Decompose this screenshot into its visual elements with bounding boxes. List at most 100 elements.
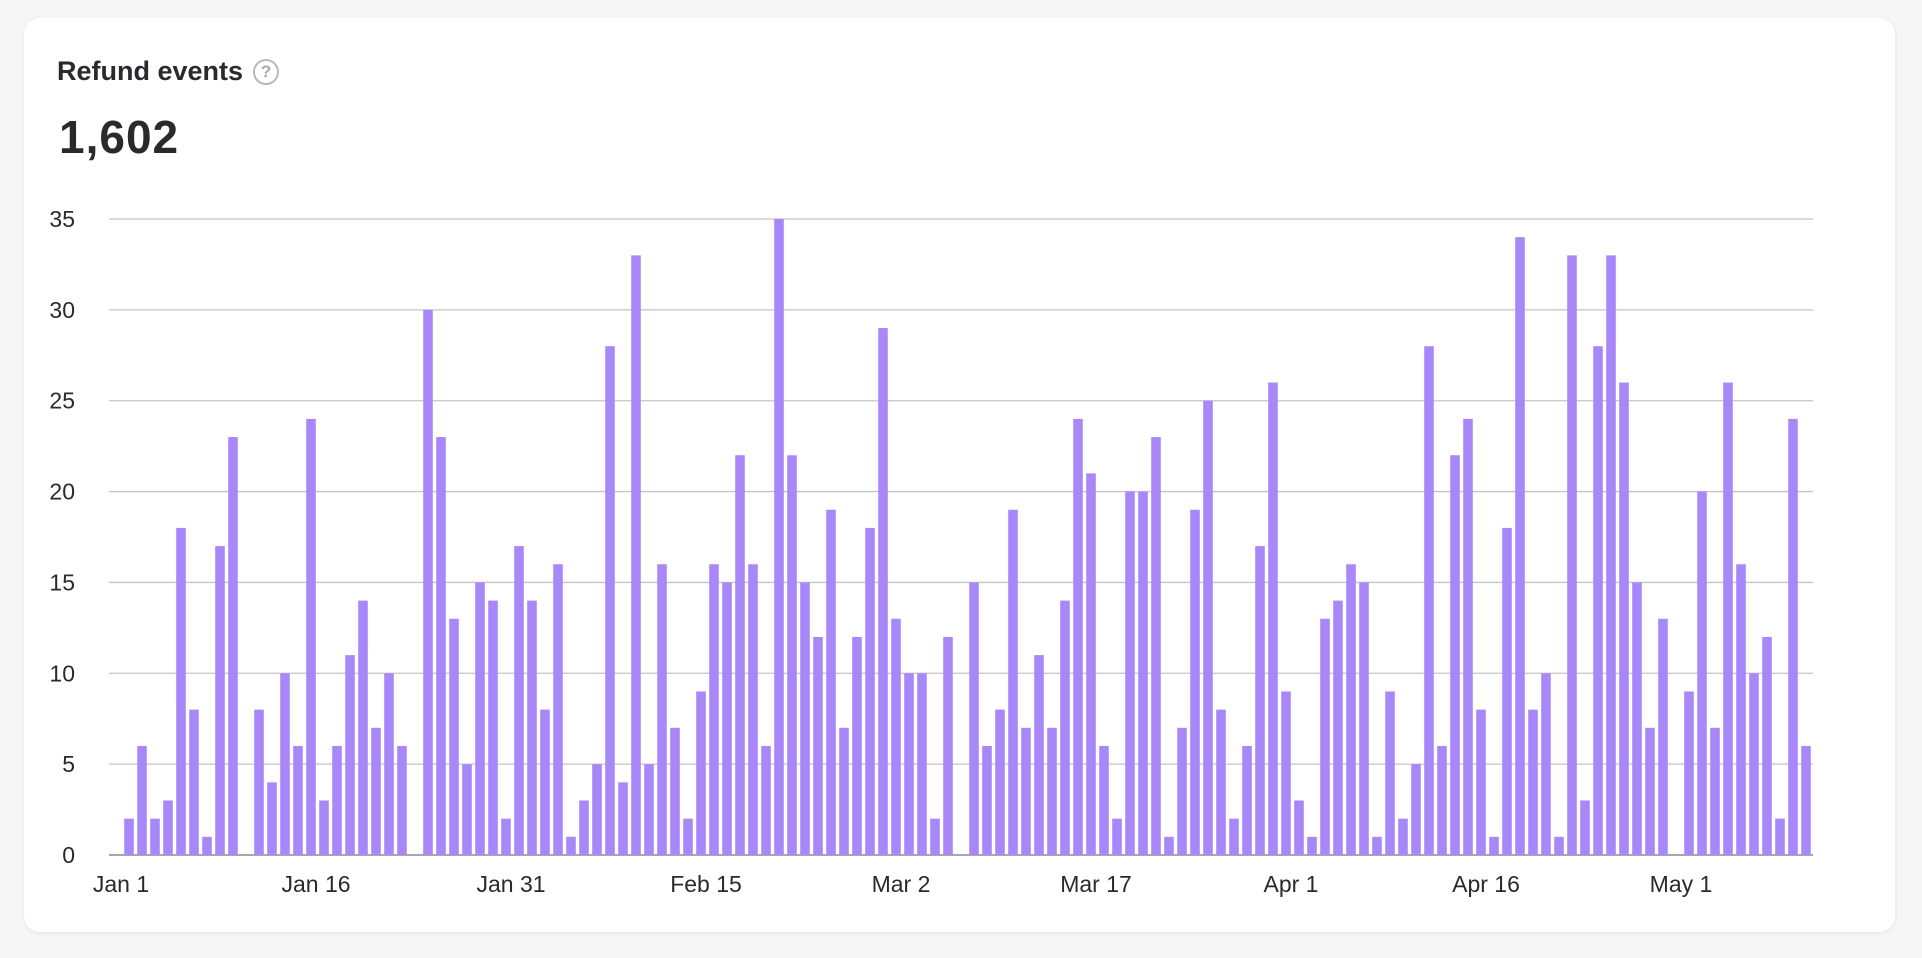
total-value: 1,602	[59, 111, 180, 163]
bar	[943, 636, 953, 855]
bar	[1515, 237, 1525, 855]
bar	[1762, 636, 1772, 855]
bar	[1216, 709, 1226, 855]
question-circle-icon[interactable]: ?	[253, 58, 280, 85]
bar	[969, 582, 979, 855]
bar	[319, 800, 329, 855]
bar	[228, 437, 238, 855]
bar	[1697, 491, 1707, 855]
bar	[1567, 255, 1577, 856]
bar	[748, 564, 758, 855]
bar	[1086, 473, 1096, 855]
bar	[527, 600, 537, 855]
bar	[1346, 564, 1356, 855]
bar	[839, 727, 849, 855]
bar	[1255, 546, 1265, 855]
bar	[1307, 836, 1317, 855]
bar	[774, 219, 784, 855]
card-title: Refund events	[57, 56, 244, 86]
bar	[1801, 745, 1811, 855]
y-tick-label: 0	[62, 842, 75, 868]
x-tick-label: Jan 16	[281, 871, 350, 897]
bar	[254, 709, 264, 855]
bar	[475, 582, 485, 855]
bar-chart: 0 5 10 15 20 25 30 35 Jan 1 Jan 16 Jan 31 Feb 15 Mar…	[49, 206, 1813, 897]
bar	[540, 709, 550, 855]
bar	[592, 764, 602, 855]
x-tick-label: Mar 17	[1060, 871, 1132, 897]
bar	[878, 328, 888, 855]
bar	[1138, 491, 1148, 855]
bar	[1788, 418, 1798, 855]
y-tick-label: 5	[62, 751, 75, 777]
bar	[1528, 709, 1538, 855]
bar	[1541, 673, 1551, 855]
y-tick-label: 20	[49, 479, 75, 505]
bar	[1632, 582, 1642, 855]
bar	[1333, 600, 1343, 855]
bar	[1281, 691, 1291, 855]
bar	[1034, 655, 1044, 855]
bar	[761, 745, 771, 855]
bar	[1047, 727, 1057, 855]
bar	[1580, 800, 1590, 855]
bar	[1359, 582, 1369, 855]
bar	[1437, 745, 1447, 855]
bar	[462, 764, 472, 855]
bar	[189, 709, 199, 855]
bar	[1385, 691, 1395, 855]
bar	[267, 782, 277, 855]
bar	[982, 745, 992, 855]
bar	[1450, 455, 1460, 855]
bar	[1723, 382, 1733, 855]
bar	[1177, 727, 1187, 855]
bar	[865, 527, 875, 855]
bar	[696, 691, 706, 855]
bar	[1268, 382, 1278, 855]
bar	[488, 600, 498, 855]
bar	[176, 527, 186, 855]
x-tick-label: Apr 16	[1452, 871, 1520, 897]
bar	[1463, 418, 1473, 855]
bar	[813, 636, 823, 855]
y-tick-label: 35	[49, 206, 75, 232]
bar	[904, 673, 914, 855]
bar	[436, 437, 446, 855]
bar	[358, 600, 368, 855]
bar	[306, 418, 316, 855]
bar	[1190, 509, 1200, 855]
bar	[709, 564, 719, 855]
y-tick-label: 25	[49, 388, 75, 414]
bar	[163, 800, 173, 855]
bar	[1372, 836, 1382, 855]
bar	[514, 546, 524, 855]
bar	[384, 673, 394, 855]
bar	[345, 655, 355, 855]
bar	[1229, 818, 1239, 855]
bar	[644, 764, 654, 855]
bar	[293, 745, 303, 855]
bar	[1593, 346, 1603, 855]
bar	[1476, 709, 1486, 855]
bar	[1736, 564, 1746, 855]
bar	[449, 618, 459, 855]
bar	[1112, 818, 1122, 855]
bar	[1502, 527, 1512, 855]
bar	[826, 509, 836, 855]
bar	[215, 546, 225, 855]
bar	[1606, 255, 1616, 856]
bar	[579, 800, 589, 855]
bar	[1320, 618, 1330, 855]
bar	[1021, 727, 1031, 855]
bar	[124, 818, 134, 855]
bar	[1554, 836, 1564, 855]
bar	[995, 709, 1005, 855]
bar	[397, 745, 407, 855]
y-tick-label: 30	[49, 297, 75, 323]
x-tick-label: Jan 31	[476, 871, 545, 897]
bar	[137, 745, 147, 855]
bar	[618, 782, 628, 855]
x-tick-label: Apr 1	[1264, 871, 1319, 897]
refund-events-card: Refund events ? 1,602 0 5 10 15 20 25 30 35 Jan …	[24, 18, 1895, 932]
bar	[605, 346, 615, 855]
